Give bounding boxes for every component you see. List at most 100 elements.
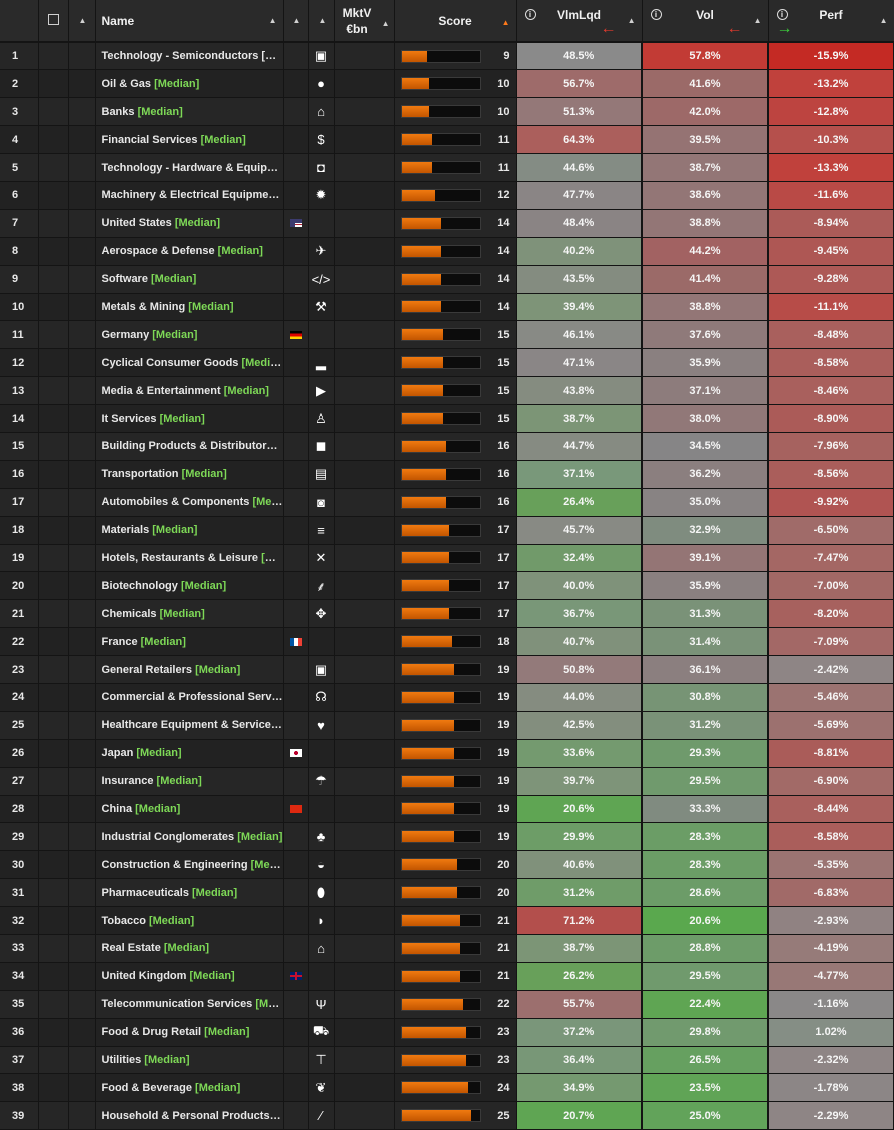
row-name[interactable]: General Retailers [Median] (95, 655, 284, 684)
sort-up-icon[interactable]: ▲ (78, 16, 87, 25)
info-icon[interactable]: i (650, 9, 662, 20)
row-name[interactable]: Technology - Semiconductors [Me… (95, 42, 284, 71)
row-name[interactable]: Media & Entertainment [Median] (95, 376, 284, 406)
row-name[interactable]: Construction & Engineering [Median] (95, 850, 284, 880)
table-row[interactable]: 38 Food & Beverage [Median] ❦ 24 34.9% 23.5% -… (0, 1073, 894, 1103)
row-name[interactable]: United States [Median] (95, 209, 284, 238)
table-row[interactable]: 25 Healthcare Equipment & Services … ♥ 19 42… (0, 711, 894, 740)
row-name[interactable]: Financial Services [Median] (95, 125, 284, 155)
row-name[interactable]: United Kingdom [Median] (95, 962, 284, 991)
table-row[interactable]: 2 Oil & Gas [Median] ● 10 56.7% 41.6% -13.2% (0, 69, 894, 99)
row-select-cell[interactable] (38, 69, 69, 99)
sort-up-icon[interactable]: ▲ (268, 16, 277, 25)
row-select-cell[interactable] (38, 627, 69, 657)
table-row[interactable]: 22 France [Median] 18 40.7% 31.4% -7.09% (0, 627, 894, 657)
sort-up-icon[interactable]: ▲ (318, 16, 327, 25)
sort-up-icon[interactable]: ▲ (627, 16, 636, 25)
table-row[interactable]: 26 Japan [Median] 19 33.6% 29.3% -8.81% (0, 739, 894, 768)
row-select-cell[interactable] (38, 878, 69, 908)
row-name[interactable]: Oil & Gas [Median] (95, 69, 284, 99)
table-row[interactable]: 33 Real Estate [Median] ⌂ 21 38.7% 28.8% -4.19… (0, 934, 894, 963)
row-select-cell[interactable] (38, 599, 69, 629)
row-name[interactable]: It Services [Median] (95, 404, 284, 433)
table-row[interactable]: 31 Pharmaceuticals [Median] ⬮ 20 31.2% 28.6% -… (0, 878, 894, 908)
mktv-header[interactable]: MktV €bn ▲ (334, 0, 395, 43)
row-select-cell[interactable] (38, 767, 69, 796)
row-name[interactable]: Biotechnology [Median] (95, 571, 284, 601)
row-select-cell[interactable] (38, 544, 69, 573)
name-header[interactable]: Name ▲ (95, 0, 284, 43)
row-name[interactable]: Household & Personal Products [… (95, 1101, 284, 1130)
table-row[interactable]: 10 Metals & Mining [Median] ⚒ 14 39.4% 38.8% -… (0, 293, 894, 322)
row-select-cell[interactable] (38, 711, 69, 740)
row-select-cell[interactable] (38, 320, 69, 350)
table-row[interactable]: 12 Cyclical Consumer Goods [Median] ▂ 15 47.… (0, 348, 894, 378)
row-name[interactable]: Tobacco [Median] (95, 906, 284, 935)
sort-col-header[interactable]: ▲ (68, 0, 96, 43)
row-name[interactable]: Metals & Mining [Median] (95, 293, 284, 322)
row-name[interactable]: Commercial & Professional Servic… (95, 683, 284, 712)
table-row[interactable]: 35 Telecommunication Services [Med… Ψ 22 55.… (0, 990, 894, 1019)
table-row[interactable]: 30 Construction & Engineering [Median] ◒ 20… (0, 850, 894, 880)
vol-header[interactable]: i Vol ▲ ← (642, 0, 769, 43)
row-name[interactable]: Chemicals [Median] (95, 599, 284, 629)
table-row[interactable]: 17 Automobiles & Components [Medi… ◙ 16 26.4… (0, 488, 894, 517)
row-select-cell[interactable] (38, 906, 69, 935)
row-select-cell[interactable] (38, 990, 69, 1019)
row-select-cell[interactable] (38, 1073, 69, 1103)
row-select-cell[interactable] (38, 42, 69, 71)
row-select-cell[interactable] (38, 934, 69, 963)
select-all-checkbox[interactable] (47, 13, 59, 25)
row-name[interactable]: Hotels, Restaurants & Leisure [Me… (95, 544, 284, 573)
flag-header[interactable]: ▲ (283, 0, 309, 43)
table-row[interactable]: 16 Transportation [Median] ▤ 16 37.1% 36.2% -8… (0, 460, 894, 489)
table-row[interactable]: 18 Materials [Median] ≡ 17 45.7% 32.9% -6.50% (0, 516, 894, 545)
row-select-cell[interactable] (38, 1018, 69, 1047)
row-name[interactable]: Insurance [Median] (95, 767, 284, 796)
sort-active-icon[interactable]: ▲ (501, 18, 510, 27)
table-row[interactable]: 28 China [Median] 19 20.6% 33.3% -8.44% (0, 795, 894, 824)
row-select-cell[interactable] (38, 460, 69, 489)
row-name[interactable]: France [Median] (95, 627, 284, 657)
table-row[interactable]: 1 Technology - Semiconductors [Me… ▣ 9 48.5%… (0, 42, 894, 71)
row-name[interactable]: Telecommunication Services [Med… (95, 990, 284, 1019)
table-row[interactable]: 21 Chemicals [Median] ✥ 17 36.7% 31.3% -8.20% (0, 599, 894, 629)
table-row[interactable]: 36 Food & Drug Retail [Median] ⛟ 23 37.2% 29.… (0, 1018, 894, 1047)
row-name[interactable]: Real Estate [Median] (95, 934, 284, 963)
table-row[interactable]: 5 Technology - Hardware & Equipm… ◘ 11 44.6%… (0, 153, 894, 182)
row-name[interactable]: Utilities [Median] (95, 1046, 284, 1075)
table-row[interactable]: 7 United States [Median] 14 48.4% 38.8% -8.94… (0, 209, 894, 238)
row-select-cell[interactable] (38, 97, 69, 127)
row-name[interactable]: Technology - Hardware & Equipm… (95, 153, 284, 182)
icon-header[interactable]: ▲ (308, 0, 335, 43)
table-row[interactable]: 11 Germany [Median] 15 46.1% 37.6% -8.48% (0, 320, 894, 350)
table-row[interactable]: 32 Tobacco [Median] ◗ 21 71.2% 20.6% -2.93% (0, 906, 894, 935)
perf-header[interactable]: i Perf ▲ → (768, 0, 894, 43)
table-row[interactable]: 19 Hotels, Restaurants & Leisure [Me… ✕ 17 3… (0, 544, 894, 573)
row-select-cell[interactable] (38, 376, 69, 406)
row-name[interactable]: Cyclical Consumer Goods [Median] (95, 348, 284, 378)
row-select-cell[interactable] (38, 432, 69, 461)
table-row[interactable]: 27 Insurance [Median] ☂ 19 39.7% 29.5% -6.90% (0, 767, 894, 796)
table-row[interactable]: 29 Industrial Conglomerates [Median] ♣ 19 29… (0, 822, 894, 852)
row-select-cell[interactable] (38, 739, 69, 768)
table-row[interactable]: 9 Software [Median] </> 14 43.5% 41.4% -9.28% (0, 265, 894, 294)
sort-up-icon[interactable]: ▲ (879, 16, 888, 25)
row-select-cell[interactable] (38, 962, 69, 991)
row-name[interactable]: Japan [Median] (95, 739, 284, 768)
row-name[interactable]: Banks [Median] (95, 97, 284, 127)
table-row[interactable]: 23 General Retailers [Median] ▣ 19 50.8% 36.1… (0, 655, 894, 684)
row-select-cell[interactable] (38, 822, 69, 852)
row-name[interactable]: Automobiles & Components [Medi… (95, 488, 284, 517)
row-name[interactable]: Building Products & Distributors [… (95, 432, 284, 461)
row-name[interactable]: Aerospace & Defense [Median] (95, 237, 284, 266)
table-row[interactable]: 6 Machinery & Electrical Equipment … ✹ 12 47… (0, 181, 894, 210)
row-select-cell[interactable] (38, 1046, 69, 1075)
row-name[interactable]: China [Median] (95, 795, 284, 824)
sort-up-icon[interactable]: ▲ (292, 16, 301, 25)
row-select-cell[interactable] (38, 209, 69, 238)
info-icon[interactable]: i (524, 9, 536, 20)
row-name[interactable]: Food & Beverage [Median] (95, 1073, 284, 1103)
table-row[interactable]: 34 United Kingdom [Median] 21 26.2% 29.5% -4.… (0, 962, 894, 991)
row-name[interactable]: Industrial Conglomerates [Median] (95, 822, 284, 852)
